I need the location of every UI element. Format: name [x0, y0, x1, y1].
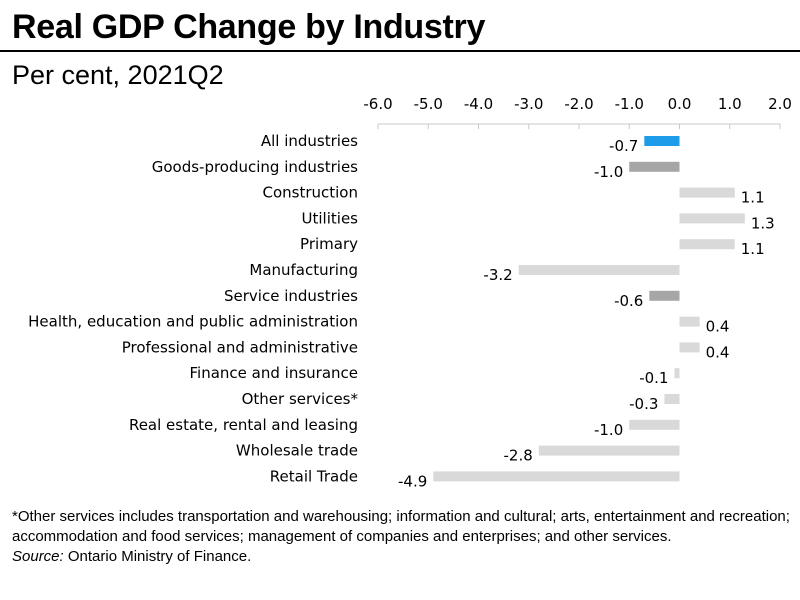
value-label: 0.4	[706, 318, 730, 336]
x-tick-label: 0.0	[668, 95, 692, 113]
x-tick-label: -2.0	[564, 95, 593, 113]
bar	[679, 342, 700, 353]
x-tick-label: -4.0	[464, 95, 493, 113]
x-tick-label: -1.0	[615, 95, 644, 113]
value-label: 0.4	[706, 343, 730, 361]
value-label: 1.3	[751, 214, 775, 232]
category-label: Service industries	[224, 287, 358, 305]
category-label: Retail Trade	[270, 467, 358, 485]
footnote-text: *Other services includes transportation …	[12, 508, 790, 545]
bar	[629, 161, 680, 172]
value-label: 1.1	[741, 240, 765, 258]
title-divider	[0, 50, 800, 52]
category-label: Wholesale trade	[236, 442, 358, 460]
bar	[679, 187, 735, 198]
bar	[679, 239, 735, 250]
bar	[629, 419, 680, 430]
value-label: 1.1	[741, 189, 765, 207]
x-tick-label: -6.0	[363, 95, 392, 113]
bar	[644, 136, 680, 146]
x-tick-label: 2.0	[768, 95, 792, 113]
value-label: -0.7	[609, 137, 638, 155]
source-text: Ontario Ministry of Finance.	[63, 548, 252, 565]
category-label: Construction	[262, 184, 358, 202]
chart-title: Real GDP Change by Industry	[12, 8, 486, 46]
value-label: -1.0	[594, 163, 623, 181]
value-label: -0.3	[629, 395, 658, 413]
category-label: Utilities	[302, 209, 359, 227]
bar-chart: -6.0 -5.0 -4.0 -3.0 -2.0 -1.0 0.0 1.0 2.0 All ind…	[28, 95, 792, 490]
category-label: Manufacturing	[249, 261, 358, 279]
category-label: Primary	[300, 235, 358, 253]
source-label: Source:	[12, 548, 64, 565]
category-label: Other services*	[242, 390, 359, 408]
value-label: -3.2	[483, 266, 512, 284]
category-label: All industries	[261, 132, 358, 150]
chart-notes: *Other services includes transportation …	[12, 507, 792, 567]
bar	[518, 265, 680, 275]
x-tick-label: -3.0	[514, 95, 543, 113]
value-label: -1.0	[594, 421, 623, 439]
bar	[674, 368, 680, 379]
bar	[679, 213, 745, 224]
chart-subtitle: Per cent, 2021Q2	[12, 60, 224, 90]
bar	[664, 394, 680, 404]
bar	[538, 445, 680, 456]
source-line: Source: Ontario Ministry of Finance.	[12, 547, 792, 567]
value-label: -0.1	[639, 369, 668, 387]
x-tick-label: 1.0	[718, 95, 742, 113]
value-label: -2.8	[504, 447, 533, 465]
category-label: Health, education and public administrat…	[28, 313, 358, 331]
x-tick-label: -5.0	[414, 95, 443, 113]
category-label: Goods-producing industries	[152, 158, 358, 176]
bar	[649, 290, 680, 301]
bar	[433, 471, 680, 482]
category-label: Finance and insurance	[190, 364, 358, 382]
value-label: -0.6	[614, 292, 643, 310]
bar	[679, 316, 700, 327]
category-label: Professional and administrative	[122, 338, 358, 356]
value-label: -4.9	[398, 472, 427, 490]
category-label: Real estate, rental and leasing	[129, 416, 358, 434]
